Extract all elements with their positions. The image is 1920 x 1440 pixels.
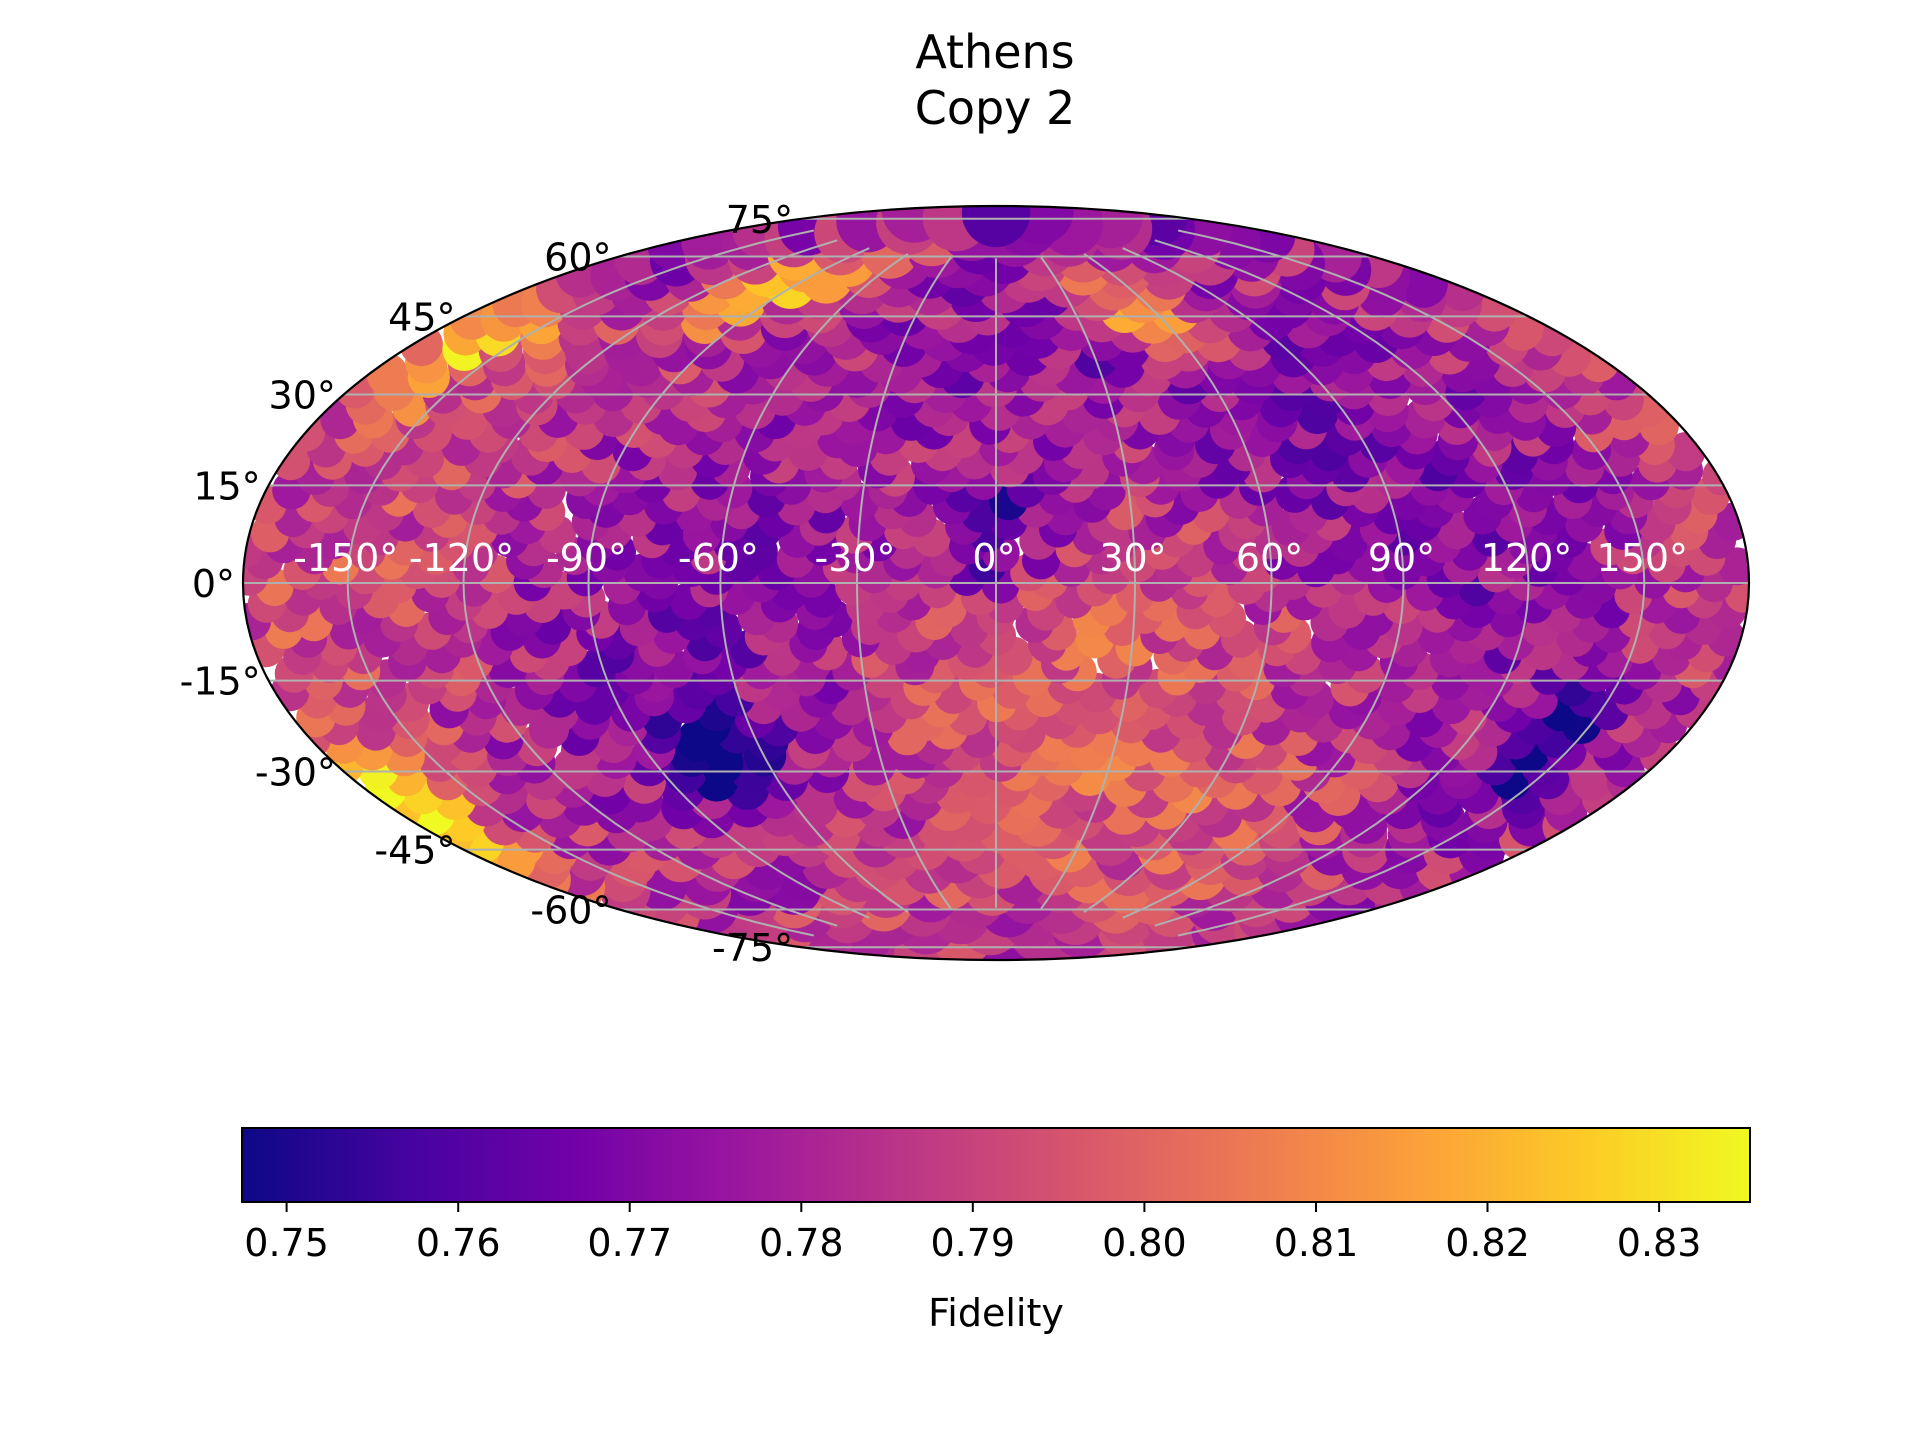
colorbar-tick-label: 0.80 <box>1102 1221 1187 1265</box>
colorbar-gradient <box>241 1127 1751 1203</box>
latitude-tick-label: 75° <box>726 198 793 242</box>
map-data-point <box>961 206 1031 248</box>
longitude-grid-line <box>1177 229 1646 937</box>
colorbar-tick-label: 0.76 <box>416 1221 501 1265</box>
colorbar-tick-label: 0.77 <box>587 1221 672 1265</box>
latitude-tick-label: -45° <box>374 829 455 873</box>
latitude-tick-labels: 75° 60° 45° 30° 15° 0° -15° -30° -45° -60° -75° <box>180 198 793 970</box>
latitude-tick-label: -75° <box>712 926 793 970</box>
longitude-tick-label: -90° <box>546 536 627 580</box>
colorbar: 0.75 0.76 0.77 0.78 0.79 0.80 0.81 0.82 0.83 Fid… <box>241 1127 1751 1335</box>
latitude-tick-label: 15° <box>193 464 260 508</box>
longitude-grid-line <box>719 253 909 913</box>
colorbar-ticks: 0.75 0.76 0.77 0.78 0.79 0.80 0.81 0.82 0.83 <box>244 1202 1701 1265</box>
longitude-grid-line <box>587 247 870 919</box>
colorbar-label: Fidelity <box>928 1291 1064 1335</box>
map-outline <box>241 204 1751 962</box>
longitude-tick-label: 30° <box>1099 536 1166 580</box>
latitude-tick-label: 0° <box>192 562 235 606</box>
longitude-tick-label: -60° <box>678 536 759 580</box>
longitude-grid-line <box>1083 253 1273 913</box>
colorbar-tick-label: 0.81 <box>1274 1221 1359 1265</box>
longitude-tick-label: -120° <box>409 536 514 580</box>
latitude-tick-label: 60° <box>544 236 611 280</box>
longitude-grid-line <box>346 229 815 937</box>
colorbar-tick-label: 0.75 <box>244 1221 329 1265</box>
longitude-tick-labels: -150° -120° -90° -60° -30° 0° 30° 60° 90° 120° 150… <box>293 536 1688 580</box>
longitude-tick-label: 90° <box>1368 536 1435 580</box>
longitude-tick-label: 150° <box>1597 536 1689 580</box>
colorbar-tick-label: 0.83 <box>1617 1221 1702 1265</box>
longitude-grid-line <box>1040 256 1137 910</box>
longitude-tick-label: 120° <box>1481 536 1573 580</box>
latitude-tick-label: -30° <box>255 751 336 795</box>
colorbar-tick-label: 0.82 <box>1445 1221 1530 1265</box>
latitude-tick-label: -60° <box>530 889 611 933</box>
latitude-tick-label: 45° <box>388 295 455 339</box>
longitude-tick-label: -150° <box>293 536 398 580</box>
latitude-tick-label: -15° <box>180 660 261 704</box>
map-data-point <box>1702 456 1741 496</box>
colorbar-tick-label: 0.79 <box>930 1221 1015 1265</box>
colorbar-tick-label: 0.78 <box>759 1221 844 1265</box>
longitude-tick-label: 60° <box>1236 536 1303 580</box>
longitude-grid-line <box>855 256 952 910</box>
longitude-tick-label: -30° <box>814 536 895 580</box>
longitude-grid-line <box>1122 247 1405 919</box>
chart-title-line-1: Athens <box>915 25 1074 79</box>
longitude-tick-label: 0° <box>972 536 1015 580</box>
chart-title-line-2: Copy 2 <box>915 81 1076 135</box>
map-graticule <box>243 217 1749 949</box>
latitude-tick-label: 30° <box>269 374 336 418</box>
longitude-grid-line <box>1154 239 1530 927</box>
longitude-grid-line <box>462 239 838 927</box>
